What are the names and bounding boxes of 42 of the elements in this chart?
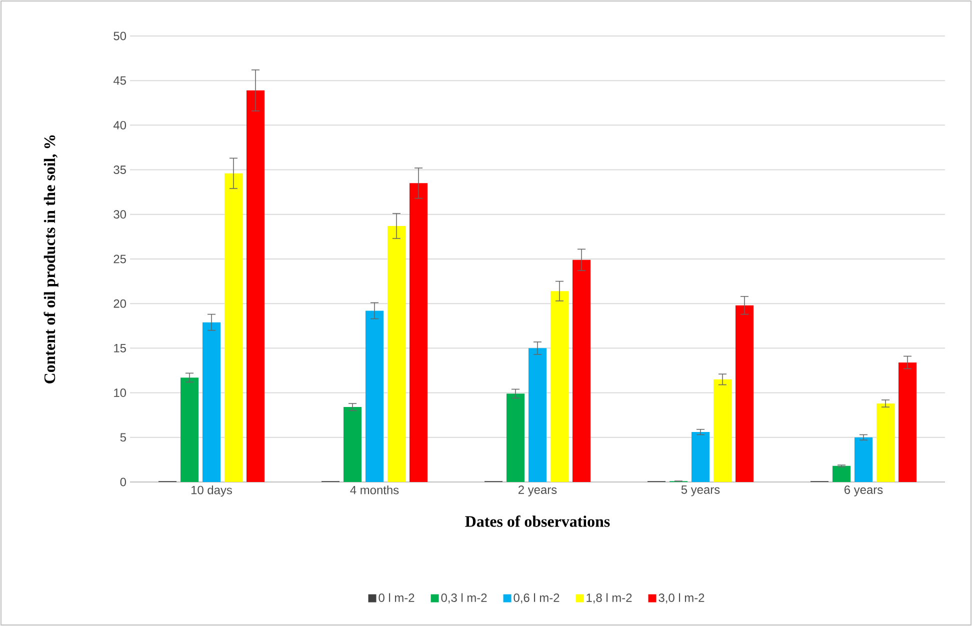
bar	[898, 362, 917, 482]
y-tick-label: 45	[113, 76, 126, 85]
bar	[246, 90, 265, 482]
x-tick-label: 4 months	[350, 486, 399, 494]
y-tick-label: 10	[114, 388, 126, 398]
legend-label: 1,8 l m-2	[586, 593, 632, 604]
bar	[876, 403, 895, 482]
bar	[388, 226, 406, 482]
y-tick-label: 40	[113, 120, 126, 130]
legend-label: 0,3 l m-2	[441, 593, 487, 604]
bar	[366, 310, 384, 482]
y-tick-label: 15	[114, 344, 126, 352]
bar	[550, 291, 569, 482]
y-tick-label: 20	[114, 299, 126, 308]
bar	[832, 466, 851, 482]
bar	[528, 348, 547, 482]
y-tick-label: 25	[114, 254, 126, 264]
bar	[410, 183, 428, 482]
bar	[224, 173, 243, 482]
y-tick-label: 5	[120, 433, 126, 442]
bar	[692, 432, 710, 482]
bar	[572, 260, 591, 482]
bar	[714, 379, 732, 482]
legend-label: 3,0 l m-2	[658, 593, 704, 604]
y-tick-label: 0	[120, 478, 126, 486]
y-tick-label: 50	[114, 32, 126, 40]
bar	[506, 394, 525, 482]
y-tick-label: 35	[114, 166, 126, 174]
x-tick-label: 5 years	[681, 486, 720, 496]
x-axis-title: Dates of observations	[465, 515, 610, 527]
y-tick-label: 30	[114, 210, 126, 219]
x-tick-label: 10 days	[191, 486, 232, 497]
y-axis-title: Content of oil products in the soil, %	[44, 135, 58, 384]
bar	[202, 322, 221, 482]
x-tick-label: 6 years	[844, 486, 883, 496]
legend-label: 0 l m-2	[378, 593, 414, 602]
bar	[736, 305, 754, 482]
x-tick-label: 2 years	[518, 486, 557, 496]
bar	[854, 437, 873, 482]
legend-label: 0,6 l m-2	[514, 593, 560, 604]
bar	[344, 407, 362, 482]
bar	[180, 378, 199, 482]
